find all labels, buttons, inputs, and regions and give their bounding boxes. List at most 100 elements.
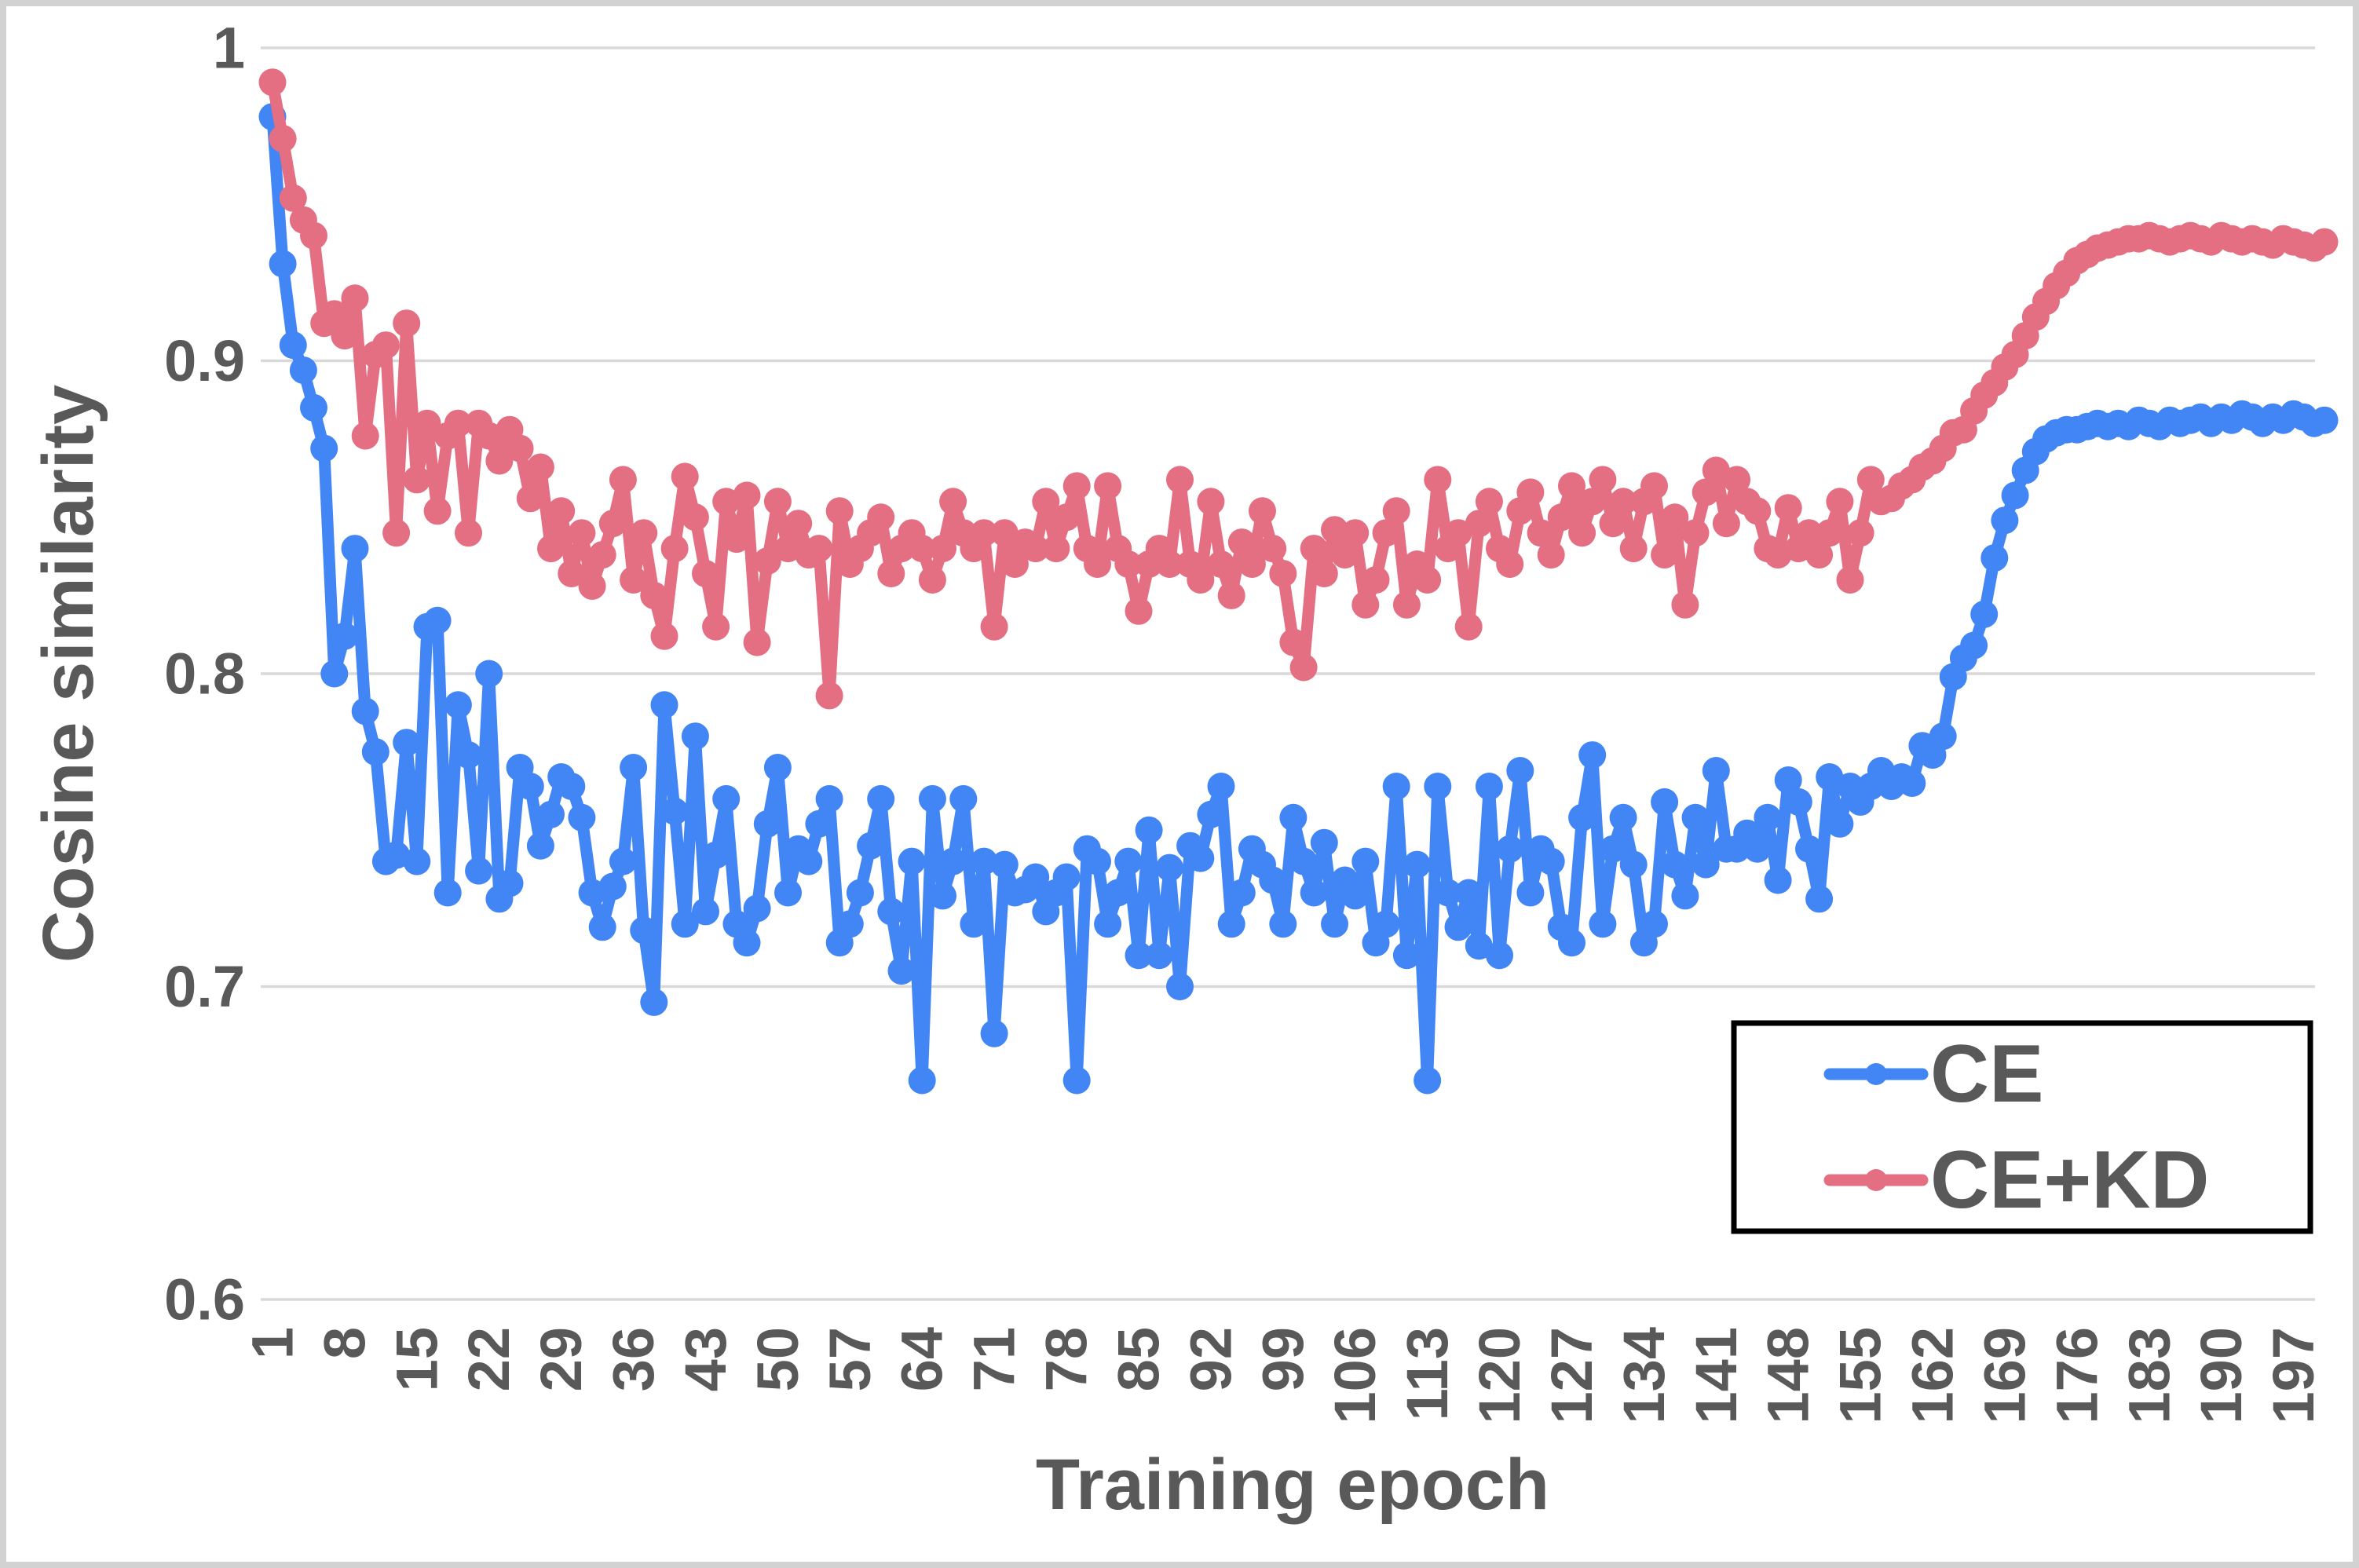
data-point: [1217, 910, 1245, 938]
data-point: [588, 541, 616, 569]
data-point: [857, 832, 885, 860]
data-point: [990, 850, 1019, 879]
data-point: [712, 488, 741, 516]
data-point: [1454, 612, 1483, 641]
data-point: [1640, 472, 1668, 500]
data-point: [733, 929, 761, 957]
data-point: [1836, 566, 1864, 594]
data-point: [1414, 1066, 1442, 1095]
y-tick-label: 0.8: [164, 641, 245, 707]
data-point: [1774, 494, 1802, 522]
x-tick-label: 43: [673, 1327, 738, 1391]
data-point: [1454, 879, 1483, 907]
data-point: [1599, 835, 1627, 863]
data-point: [1300, 535, 1328, 563]
data-point: [341, 284, 369, 313]
data-point: [258, 68, 287, 97]
legend-label-ce-kd: CE+KD: [1930, 1135, 2209, 1226]
data-point: [506, 434, 534, 462]
data-point: [1372, 910, 1400, 938]
data-point: [300, 221, 327, 250]
data-point: [1475, 488, 1503, 516]
data-point: [733, 481, 761, 510]
data-point: [1599, 510, 1627, 538]
data-point: [785, 510, 813, 538]
data-point: [1279, 803, 1308, 832]
data-point: [1289, 847, 1318, 875]
data-point: [455, 519, 482, 547]
data-point: [558, 560, 586, 587]
data-point: [423, 606, 452, 634]
data-point: [1238, 550, 1266, 578]
data-point: [1558, 929, 1585, 957]
data-point: [1537, 847, 1565, 875]
legend-item-ce-kd: CE+KD: [1823, 1135, 2209, 1226]
data-point: [1784, 788, 1812, 816]
data-point: [393, 309, 421, 338]
data-point: [774, 535, 802, 563]
data-point: [763, 754, 792, 781]
data-point: [620, 754, 648, 781]
data-point: [1362, 566, 1390, 594]
data-point: [516, 484, 544, 513]
data-point: [1351, 590, 1380, 619]
data-point: [1392, 941, 1421, 970]
x-tick-label: 50: [745, 1327, 810, 1391]
data-point: [1846, 519, 1874, 547]
x-tick-label: 64: [890, 1327, 955, 1391]
x-tick-label: 29: [528, 1327, 594, 1391]
data-point: [1279, 628, 1308, 656]
data-point: [1754, 803, 1782, 832]
legend-item-ce: CE: [1823, 1029, 2043, 1120]
data-point: [805, 810, 833, 838]
data-point: [1414, 566, 1442, 594]
data-point: [990, 519, 1019, 547]
data-point: [444, 409, 472, 437]
data-series: [258, 68, 2339, 1095]
data-point: [289, 356, 317, 384]
data-point: [640, 581, 668, 609]
data-point: [1795, 519, 1823, 547]
data-point: [1640, 910, 1668, 938]
x-tick-label: 99: [1250, 1327, 1315, 1391]
data-point: [1114, 550, 1143, 578]
data-point: [475, 660, 503, 688]
data-point: [1681, 519, 1710, 547]
data-point: [537, 800, 565, 828]
data-point: [1702, 456, 1730, 484]
data-point: [516, 773, 544, 800]
data-point: [1702, 757, 1730, 784]
data-point: [526, 453, 554, 481]
y-axis-title: Cosine similarity: [28, 385, 108, 963]
data-point: [1764, 866, 1792, 894]
data-point: [1898, 769, 1926, 797]
data-point: [1816, 763, 1844, 791]
data-point: [1547, 503, 1575, 532]
data-point: [1712, 510, 1740, 538]
data-point: [1568, 519, 1596, 547]
data-point: [1197, 800, 1225, 828]
data-point: [1527, 519, 1555, 547]
x-tick-label: 141: [1684, 1327, 1749, 1424]
data-point: [1681, 803, 1710, 832]
data-point: [320, 300, 349, 328]
data-point: [537, 535, 565, 563]
data-point: [1022, 535, 1050, 563]
data-point: [898, 847, 926, 875]
data-point: [2310, 228, 2339, 256]
y-tick-label: 0.6: [164, 1267, 245, 1332]
data-point: [1321, 516, 1348, 544]
data-point: [1589, 910, 1617, 938]
data-point: [2310, 406, 2339, 434]
x-tick-label: 106: [1322, 1327, 1388, 1424]
x-tick-label: 78: [1034, 1327, 1099, 1391]
data-point: [1506, 757, 1534, 784]
x-tick-label: 8: [312, 1327, 377, 1359]
data-point: [681, 722, 709, 751]
data-point: [1155, 853, 1183, 882]
data-point: [630, 519, 658, 547]
data-point: [1104, 879, 1132, 907]
data-point: [1392, 590, 1421, 619]
data-point: [1537, 541, 1565, 569]
data-point: [712, 784, 741, 813]
